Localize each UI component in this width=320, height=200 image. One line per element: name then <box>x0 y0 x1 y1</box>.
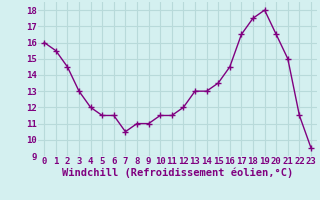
X-axis label: Windchill (Refroidissement éolien,°C): Windchill (Refroidissement éolien,°C) <box>62 168 293 178</box>
